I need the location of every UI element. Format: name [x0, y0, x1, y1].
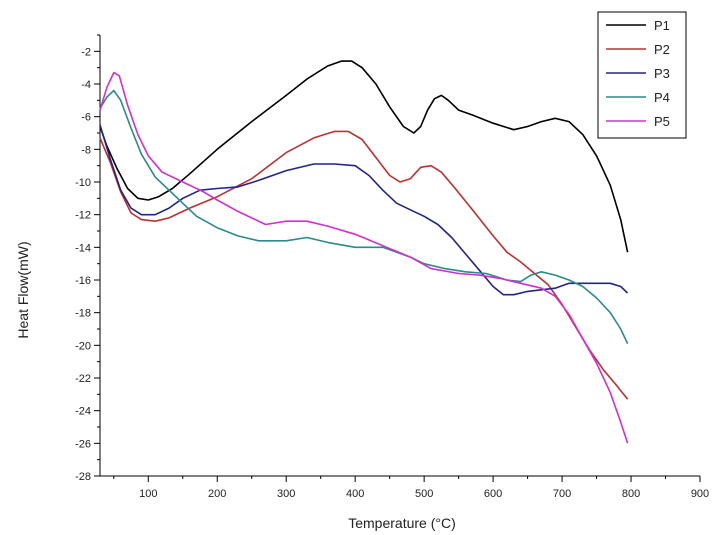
y-tick-label: -4 [81, 79, 91, 91]
x-tick-label: 100 [139, 488, 157, 500]
legend-label-p3: P3 [654, 66, 670, 81]
y-tick-label: -20 [75, 340, 91, 352]
x-tick-label: 700 [553, 488, 571, 500]
y-tick-label: -10 [75, 177, 91, 189]
y-tick-label: -24 [75, 406, 91, 418]
series-line-p5 [99, 71, 629, 444]
y-tick-label: -12 [75, 210, 91, 222]
y-tick-label: -8 [81, 144, 91, 156]
y-tick-label: -26 [75, 438, 91, 450]
x-tick-label: 800 [622, 488, 640, 500]
series-lines [99, 60, 629, 444]
x-tick-label: 300 [277, 488, 295, 500]
legend-label-p5: P5 [654, 114, 670, 129]
y-tick-label: -14 [75, 242, 91, 254]
y-tick-label: -22 [75, 373, 91, 385]
y-axis-title: Heat Flow(mW) [15, 241, 31, 338]
x-tick-label: 600 [484, 488, 502, 500]
legend-label-p4: P4 [654, 90, 670, 105]
series-line-p2 [99, 130, 629, 400]
x-tick-label: 500 [415, 488, 433, 500]
y-tick-label: -16 [75, 275, 91, 287]
y-tick-label: -28 [75, 471, 91, 483]
series-line-p3 [99, 124, 629, 296]
series-line-p4 [99, 89, 629, 345]
legend: P1 P2 P3 P4 P5 [597, 11, 687, 139]
x-tick-label: 900 [691, 488, 709, 500]
y-ticks: -2 -4 -6 -8 -10 -12 -14 -16 -18 -20 -22 -24 -26 -28 [75, 34, 100, 483]
x-axis-title: Temperature (°C) [348, 515, 456, 531]
x-ticks: 100 200 300 400 500 600 700 800 900 [113, 476, 709, 500]
y-tick-label: -6 [81, 112, 91, 124]
plot-area: 100 200 300 400 500 600 700 800 900 -2-4-6-8-10-… [75, 34, 709, 500]
series-line-p1 [99, 60, 629, 253]
y-tick-label: -18 [75, 308, 91, 320]
x-tick-label: 400 [346, 488, 364, 500]
legend-label-p1: P1 [654, 18, 670, 33]
legend-box [597, 11, 687, 139]
x-tick-label: 200 [208, 488, 226, 500]
legend-label-p2: P2 [654, 42, 670, 57]
y-tick-label: -2 [81, 46, 91, 58]
